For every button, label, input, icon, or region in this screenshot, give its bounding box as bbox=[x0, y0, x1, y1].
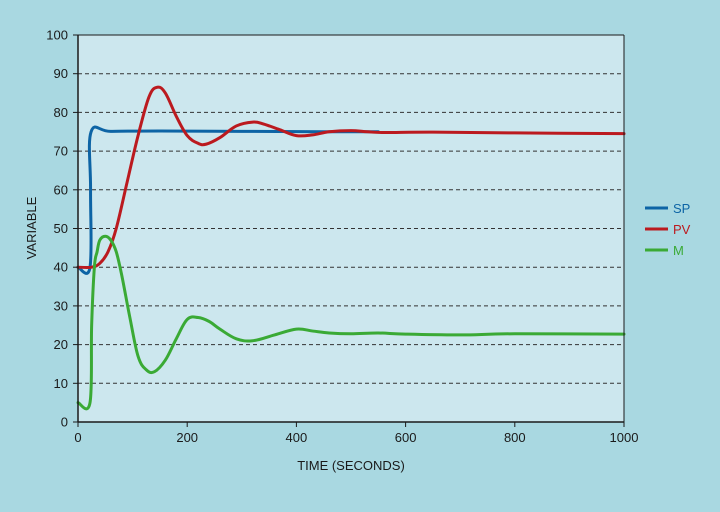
x-tick-label: 400 bbox=[286, 430, 308, 445]
x-axis-label: TIME (SECONDS) bbox=[297, 458, 405, 473]
x-tick-label: 600 bbox=[395, 430, 417, 445]
y-tick-label: 10 bbox=[54, 376, 68, 391]
legend: SP PV M bbox=[645, 201, 691, 258]
y-axis-label: VARIABLE bbox=[24, 196, 39, 259]
legend-label-m: M bbox=[673, 243, 684, 258]
legend-label-sp: SP bbox=[673, 201, 690, 216]
x-tick-label: 1000 bbox=[610, 430, 639, 445]
y-tick-label: 70 bbox=[54, 144, 68, 159]
series-line-pv bbox=[76, 85, 626, 270]
y-tick-label: 60 bbox=[54, 182, 68, 197]
y-tick-label: 100 bbox=[46, 28, 68, 43]
y-tick-label: 80 bbox=[54, 105, 68, 120]
legend-label-pv: PV bbox=[673, 222, 691, 237]
y-tick-label: 0 bbox=[61, 415, 68, 430]
x-tick-labels: 0 200 400 600 800 1000 bbox=[74, 430, 638, 445]
y-tick-label: 20 bbox=[54, 337, 68, 352]
x-tick-label: 0 bbox=[74, 430, 81, 445]
x-tick-label: 800 bbox=[504, 430, 526, 445]
y-tick-label: 30 bbox=[54, 298, 68, 313]
series-line-m bbox=[76, 234, 626, 411]
axes bbox=[73, 34, 625, 427]
y-tick-label: 50 bbox=[54, 221, 68, 236]
series-group bbox=[76, 85, 626, 411]
y-tick-label: 40 bbox=[54, 260, 68, 275]
y-tick-labels: 0 10 20 30 40 50 60 70 80 90 100 bbox=[46, 28, 68, 430]
x-tick-label: 200 bbox=[176, 430, 198, 445]
y-tick-label: 90 bbox=[54, 66, 68, 81]
series-line-sp bbox=[76, 125, 380, 275]
